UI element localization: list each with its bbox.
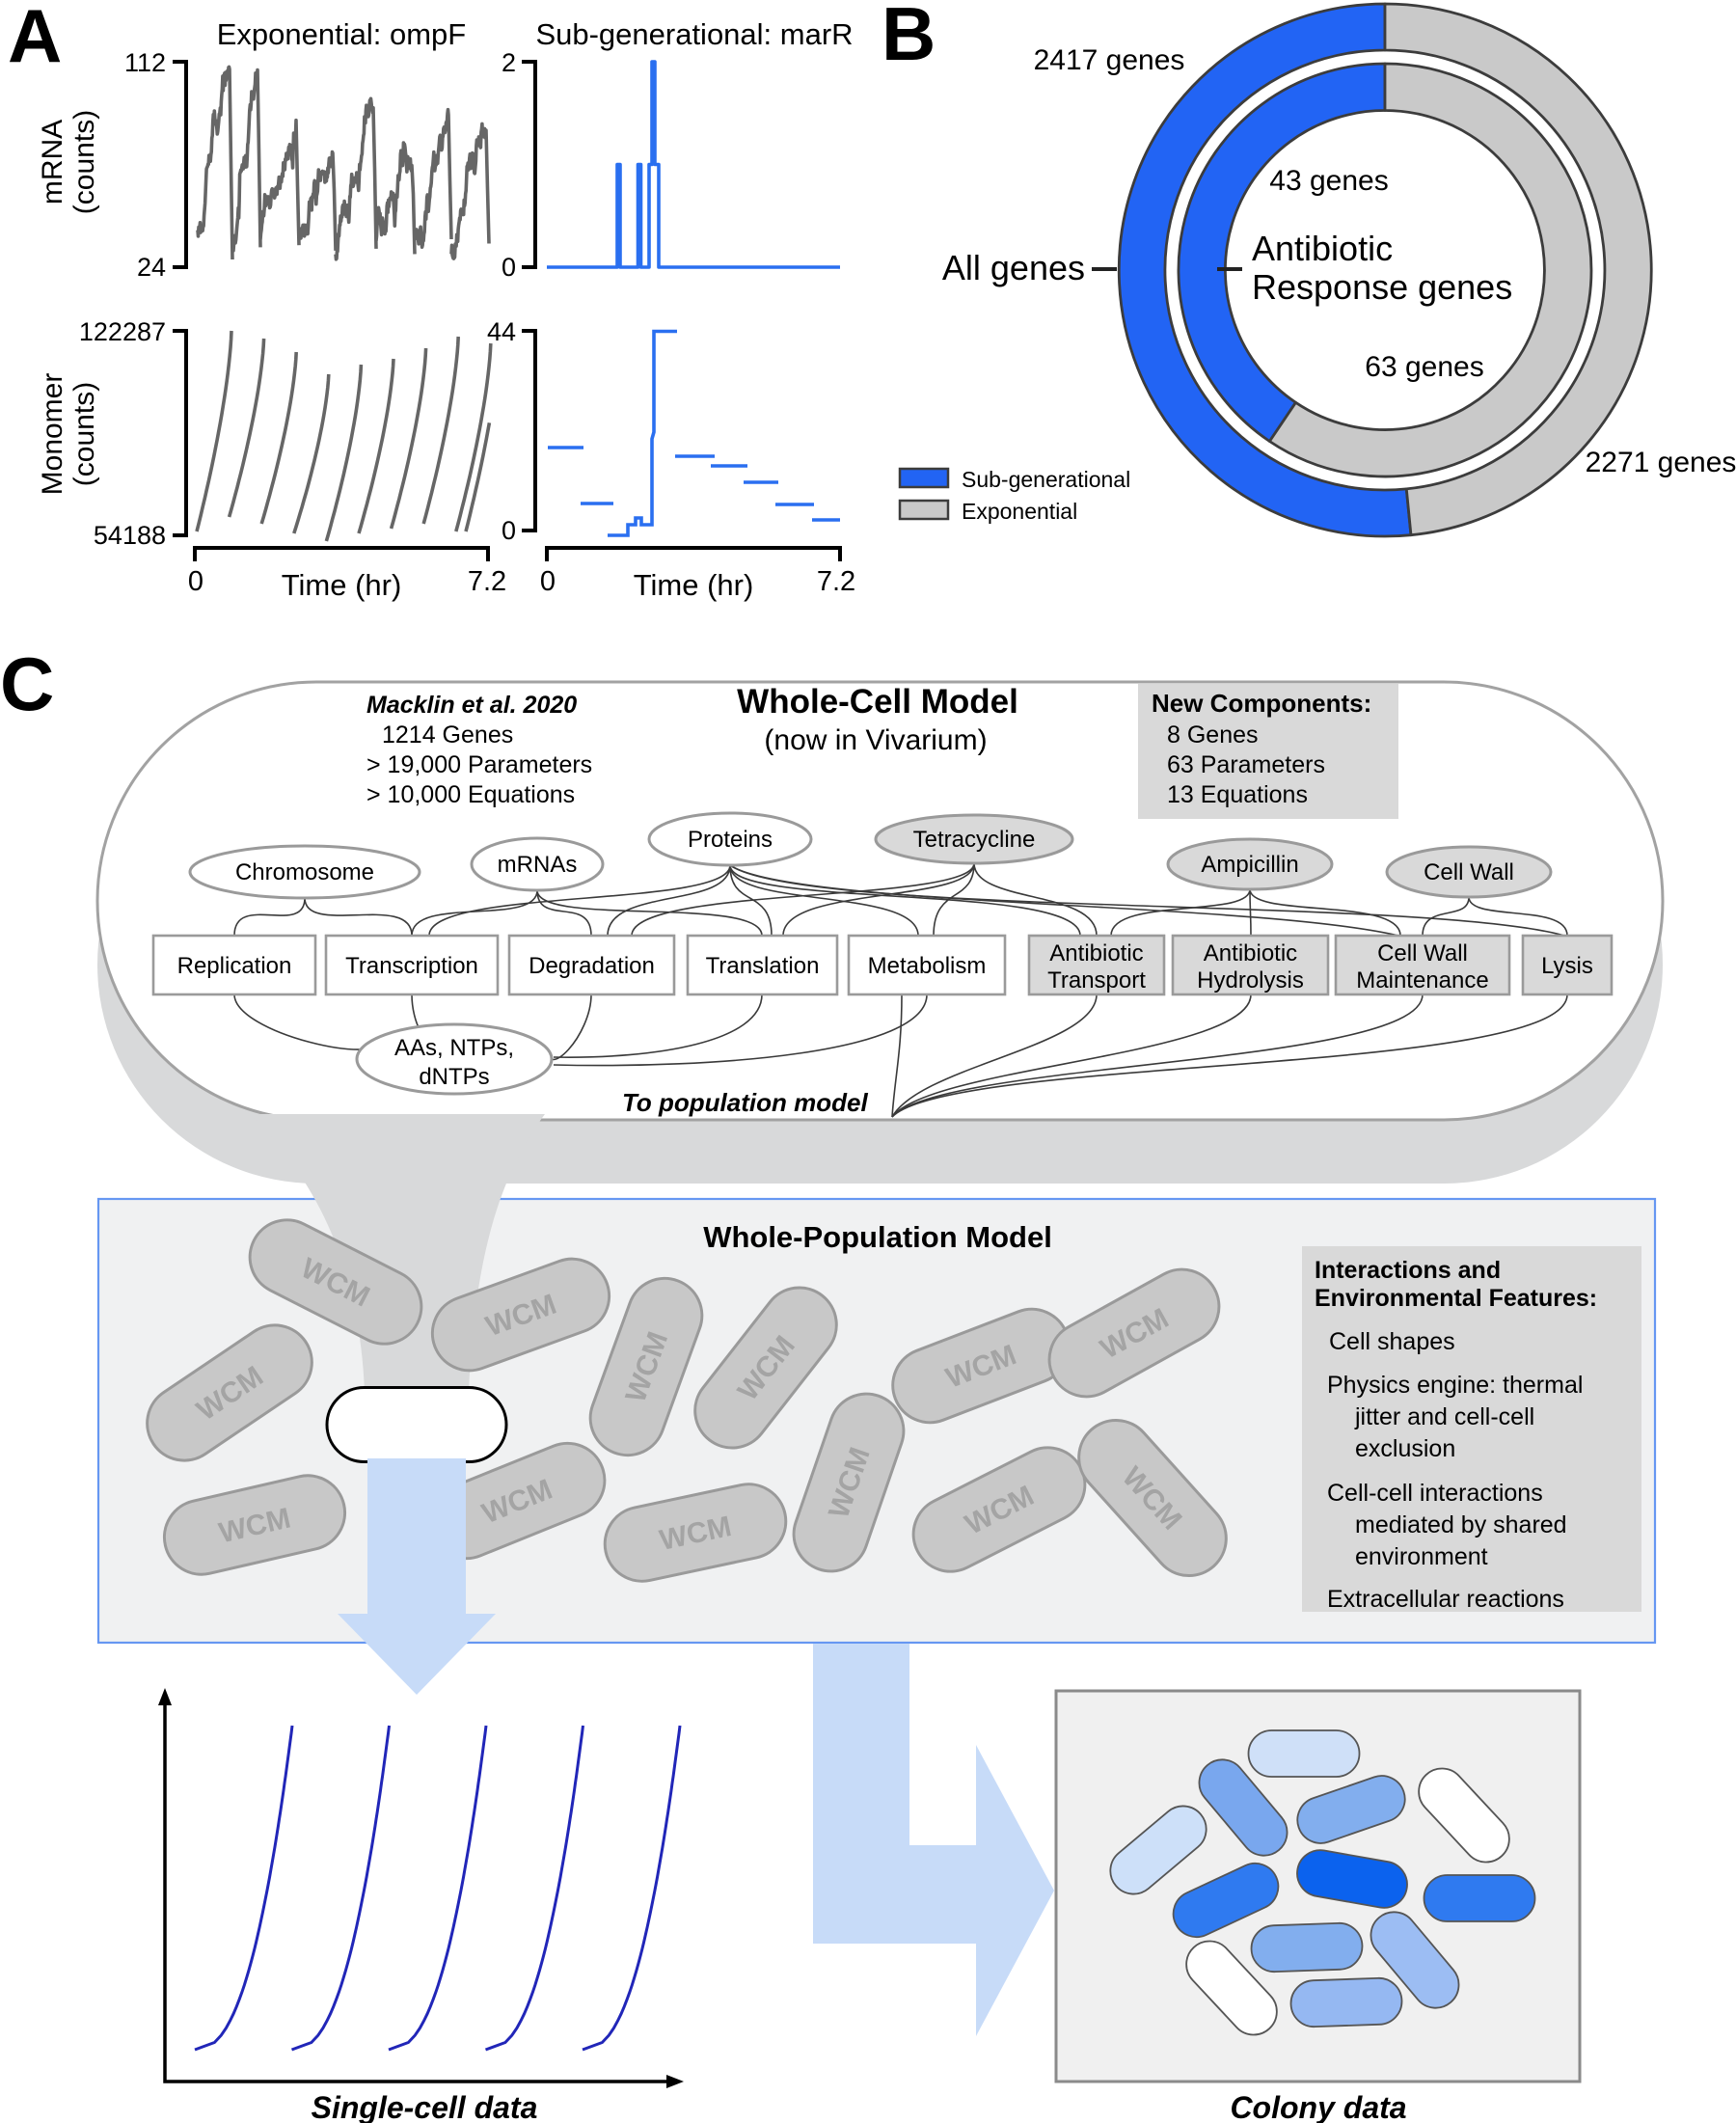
svg-text:2271 genes: 2271 genes: [1586, 447, 1736, 478]
svg-text:43 genes: 43 genes: [1269, 165, 1388, 197]
svg-text:> 19,000 Parameters: > 19,000 Parameters: [366, 751, 592, 778]
svg-text:Transcription: Transcription: [345, 953, 478, 979]
svg-text:63 Parameters: 63 Parameters: [1167, 751, 1325, 778]
svg-text:> 10,000 Equations: > 10,000 Equations: [366, 781, 575, 808]
svg-text:Metabolism: Metabolism: [868, 953, 987, 979]
svg-text:Time (hr): Time (hr): [282, 568, 402, 602]
svg-text:44: 44: [487, 317, 516, 346]
svg-text:Maintenance: Maintenance: [1356, 967, 1488, 993]
svg-text:Cell Wall: Cell Wall: [1377, 940, 1468, 966]
svg-text:122287: 122287: [79, 317, 166, 346]
svg-text:dNTPs: dNTPs: [419, 1064, 489, 1090]
svg-text:7.2: 7.2: [468, 566, 506, 597]
svg-text:7.2: 7.2: [817, 566, 855, 597]
svg-text:environment: environment: [1355, 1543, 1488, 1570]
svg-text:Single-cell data: Single-cell data: [312, 2090, 538, 2123]
svg-text:AAs, NTPs,: AAs, NTPs,: [394, 1035, 514, 1061]
svg-text:(counts): (counts): [68, 110, 100, 214]
svg-text:To population model: To population model: [622, 1088, 868, 1117]
svg-text:Transport: Transport: [1047, 967, 1146, 993]
svg-text:Sub-generational: marR: Sub-generational: marR: [535, 17, 853, 51]
svg-text:mRNAs: mRNAs: [498, 852, 578, 878]
svg-text:Physics engine: thermal: Physics engine: thermal: [1327, 1372, 1583, 1399]
svg-text:Ampicillin: Ampicillin: [1201, 852, 1298, 878]
svg-text:Chromosome: Chromosome: [235, 859, 374, 885]
svg-text:Cell shapes: Cell shapes: [1329, 1328, 1455, 1355]
svg-text:Antibiotic: Antibiotic: [1049, 940, 1143, 966]
svg-text:0: 0: [502, 516, 516, 545]
svg-text:63 genes: 63 genes: [1365, 351, 1483, 383]
svg-text:mRNA: mRNA: [37, 120, 68, 204]
svg-text:New Components:: New Components:: [1152, 689, 1371, 718]
svg-text:2417 genes: 2417 genes: [1034, 44, 1185, 76]
svg-text:Replication: Replication: [177, 953, 292, 979]
svg-text:A: A: [8, 0, 62, 78]
svg-text:0: 0: [540, 566, 556, 597]
svg-text:(now in Vivarium): (now in Vivarium): [764, 724, 987, 756]
svg-text:Monomer: Monomer: [37, 373, 68, 496]
svg-text:Whole-Cell Model: Whole-Cell Model: [737, 683, 1018, 721]
svg-text:Exponential: Exponential: [962, 499, 1077, 524]
svg-text:Whole-Population Model: Whole-Population Model: [703, 1220, 1052, 1254]
svg-text:Tetracycline: Tetracycline: [913, 827, 1036, 853]
svg-text:jitter and cell-cell: jitter and cell-cell: [1354, 1403, 1534, 1430]
svg-text:Macklin et al. 2020: Macklin et al. 2020: [366, 692, 577, 719]
svg-text:1214 Genes: 1214 Genes: [382, 721, 513, 748]
svg-text:Exponential: ompF: Exponential: ompF: [217, 17, 466, 51]
svg-text:Extracellular reactions: Extracellular reactions: [1327, 1586, 1564, 1613]
svg-text:Time (hr): Time (hr): [634, 568, 754, 602]
svg-text:Cell Wall: Cell Wall: [1424, 859, 1514, 885]
svg-text:Response genes: Response genes: [1252, 267, 1512, 307]
svg-text:Interactions and: Interactions and: [1315, 1257, 1501, 1284]
svg-text:Environmental Features:: Environmental Features:: [1315, 1285, 1597, 1312]
svg-text:2: 2: [502, 48, 516, 77]
svg-text:Hydrolysis: Hydrolysis: [1197, 967, 1304, 993]
svg-text:54188: 54188: [94, 521, 166, 550]
svg-text:exclusion: exclusion: [1355, 1435, 1455, 1462]
svg-text:Proteins: Proteins: [688, 827, 773, 853]
svg-text:0: 0: [502, 253, 516, 282]
svg-text:13 Equations: 13 Equations: [1167, 781, 1308, 808]
svg-text:Colony data: Colony data: [1230, 2090, 1406, 2123]
svg-text:B: B: [882, 0, 936, 76]
svg-text:Degradation: Degradation: [529, 953, 655, 979]
svg-text:(counts): (counts): [68, 382, 100, 486]
svg-text:8 Genes: 8 Genes: [1167, 721, 1259, 748]
svg-text:Antibiotic: Antibiotic: [1204, 940, 1297, 966]
svg-text:24: 24: [137, 253, 166, 282]
svg-text:Cell-cell interactions: Cell-cell interactions: [1327, 1480, 1543, 1507]
svg-text:Translation: Translation: [706, 953, 820, 979]
svg-text:112: 112: [124, 48, 166, 77]
svg-text:Antibiotic: Antibiotic: [1252, 229, 1393, 268]
svg-text:0: 0: [188, 566, 203, 597]
svg-text:All genes: All genes: [942, 248, 1085, 287]
svg-text:Sub-generational: Sub-generational: [962, 467, 1130, 492]
svg-text:C: C: [0, 641, 54, 726]
svg-text:Lysis: Lysis: [1541, 953, 1593, 979]
svg-text:mediated by shared: mediated by shared: [1355, 1511, 1567, 1538]
